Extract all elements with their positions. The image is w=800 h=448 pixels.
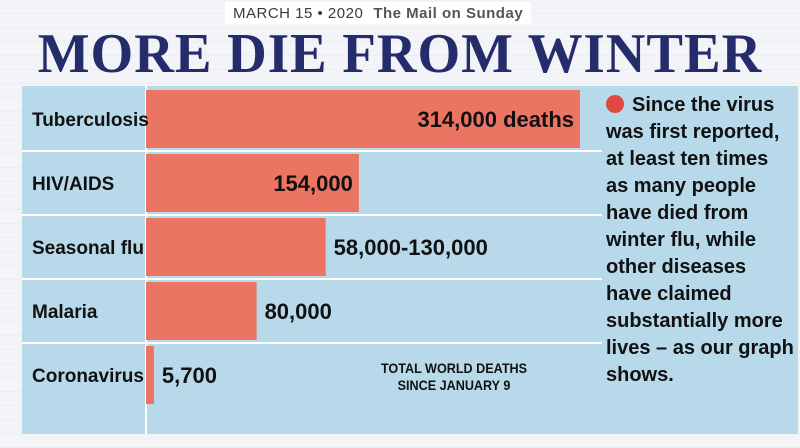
bar — [146, 218, 326, 276]
bar — [146, 154, 359, 212]
category-label: HIV/AIDS — [32, 174, 114, 195]
category-label: Coronavirus — [32, 366, 144, 387]
category-label: Tuberculosis — [32, 110, 149, 131]
value-label: 154,000 — [273, 171, 353, 196]
bar — [146, 346, 154, 404]
bullet-dot-icon — [606, 95, 624, 113]
side-caption: Since the virus was first reported, at l… — [606, 92, 796, 389]
value-label: 5,700 — [162, 363, 217, 388]
bar — [146, 282, 257, 340]
side-caption-text: Since the virus was first reported, at l… — [606, 94, 794, 386]
bar-chart: Tuberculosis 314,000 deaths HIV/AIDS 154,00… — [22, 86, 602, 434]
category-label: Malaria — [32, 302, 98, 323]
bar — [146, 90, 580, 148]
chart-note-line2: SINCE JANUARY 9 — [397, 377, 511, 393]
page-title: MORE DIE FROM WINTER FLU — [37, 23, 763, 149]
value-label: 314,000 deaths — [417, 107, 574, 132]
category-label: Seasonal flu — [32, 238, 144, 259]
paper-name: The Mail on Sunday — [373, 4, 524, 22]
date-text: MARCH 15 • 2020 — [233, 4, 364, 22]
chart-note: TOTAL WORLD DEATHS SINCE JANUARY 9 — [364, 360, 544, 394]
chart-note-line1: TOTAL WORLD DEATHS — [380, 360, 528, 376]
value-label: 80,000 — [265, 299, 332, 324]
value-label: 58,000-130,000 — [334, 235, 488, 260]
chart-panel: Tuberculosis 314,000 deaths HIV/AIDS 154,00… — [22, 86, 798, 434]
dateline: MARCH 15 • 2020 The Mail on Sunday — [225, 2, 532, 24]
